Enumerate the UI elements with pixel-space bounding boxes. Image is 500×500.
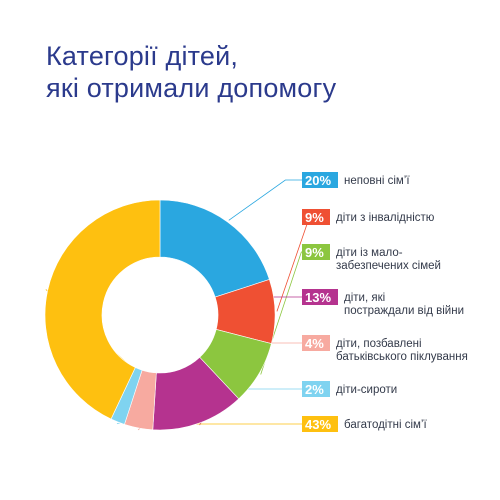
donut-slice-0: [159, 199, 270, 298]
legend-value-2: 9%: [305, 245, 324, 260]
legend-value-1: 9%: [305, 210, 324, 225]
legend-badge-1: [302, 209, 330, 225]
legend-value-4: 4%: [305, 336, 324, 351]
chart-title: Категорії дітей, які отримали допомогу: [46, 40, 336, 104]
legend-badge-0: [302, 172, 338, 188]
legend-label-2: діти із мало-забезпечених сімей: [336, 247, 441, 272]
legend-value-5: 2%: [305, 382, 324, 397]
legend-badge-4: [302, 335, 330, 351]
donut-slice-6: [44, 199, 161, 420]
legend-label-1: діти з інвалідністю: [336, 212, 435, 224]
legend: 20% неповні сім’ї 9% діти з інвалідністю 9% д…: [302, 172, 468, 432]
chart-title-line-1: Категорії дітей,: [46, 41, 239, 71]
legend-badge-2: [302, 244, 330, 260]
legend-value-0: 20%: [305, 173, 331, 188]
legend-badge-6: [302, 416, 338, 432]
legend-value-6: 43%: [305, 417, 331, 432]
legend-label-4: діти, позбавлені батьківського піклування: [336, 338, 468, 363]
legend-label-3: діти, які постраждали від війни: [344, 292, 464, 317]
legend-badge-5: [302, 381, 330, 397]
donut-slices: [44, 199, 276, 431]
legend-badge-3: [302, 289, 338, 305]
chart-title-line-2: які отримали допомогу: [46, 73, 337, 103]
legend-label-6: багатодітні сім’ї: [344, 419, 427, 431]
legend-label-0: неповні сім’ї: [344, 175, 410, 187]
legend-label-5: діти-сироти: [336, 384, 397, 396]
legend-value-3: 13%: [305, 290, 331, 305]
leader-line-2: [260, 251, 302, 375]
leader-line-0: [228, 179, 302, 221]
